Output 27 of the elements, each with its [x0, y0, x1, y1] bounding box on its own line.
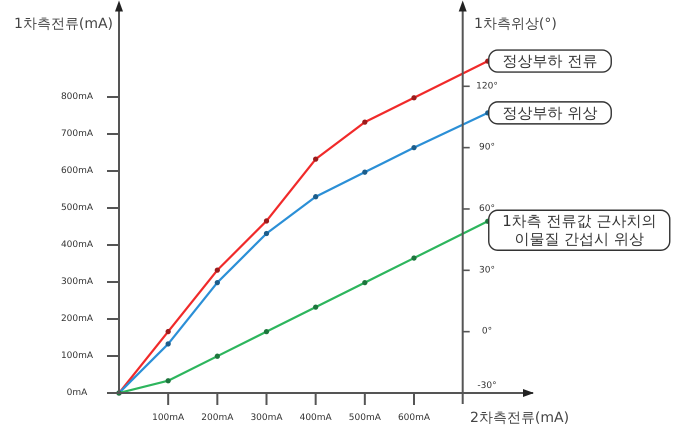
y-tick-label: 100mA	[60, 351, 94, 361]
x-tick-label: 100mA	[152, 413, 186, 423]
y-tick-label: 800mA	[60, 92, 94, 102]
y2-tick-label: -30°	[477, 381, 497, 391]
y-tick-label: 500mA	[60, 203, 94, 213]
x-tick-label: 300mA	[250, 413, 284, 423]
y2-tick-label: 120°	[476, 81, 498, 92]
y-tick-label: 200mA	[60, 314, 94, 324]
series-label: 정상부하 전류	[502, 52, 598, 70]
x-tick-label: 600mA	[398, 413, 431, 423]
y2-tick-label: 60°	[479, 204, 495, 214]
y2-tick-label: 30°	[479, 265, 495, 276]
y-tick-label: 600mA	[60, 166, 94, 176]
x-tick-label: 200mA	[201, 413, 234, 423]
y-axis-title: 1차측전류(mA)	[14, 16, 113, 32]
y-tick-label: 400mA	[60, 240, 94, 250]
y2-tick-label: 0°	[482, 326, 492, 337]
series-label: 1차측 전류값 근사치의 이물질 간섭시 위상	[502, 212, 656, 248]
series-label: 정상부하 위상	[502, 104, 598, 122]
x-axis-title: 2차측전류(mA)	[470, 410, 570, 426]
y2-tick-label: 90°	[479, 142, 495, 153]
y-tick-label: 0mA	[66, 388, 88, 398]
x-tick-label: 500mA	[348, 413, 382, 423]
y2-axis-title: 1차측위상(°)	[474, 16, 557, 32]
x-tick-label: 400mA	[300, 413, 333, 423]
y-tick-label: 700mA	[60, 129, 94, 139]
y-tick-label: 300mA	[60, 277, 94, 287]
